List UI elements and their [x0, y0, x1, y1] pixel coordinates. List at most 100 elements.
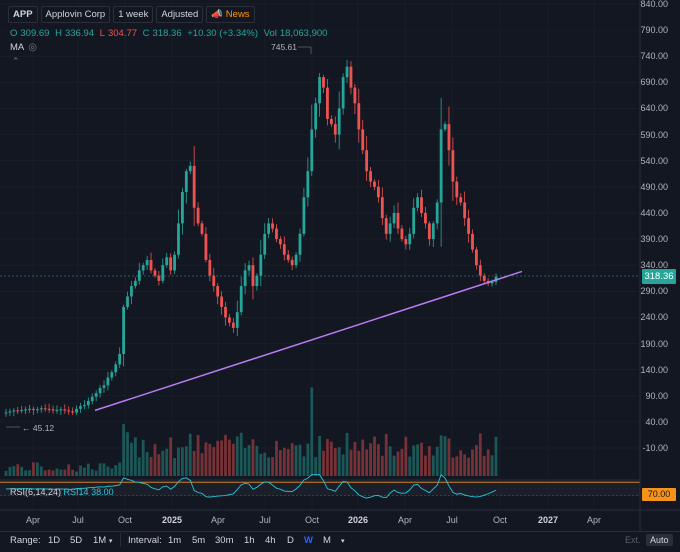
volume-bar [314, 457, 318, 476]
volume-bar [43, 470, 47, 476]
candle-body [43, 408, 47, 410]
volume-bar [8, 466, 12, 476]
volume-bar [341, 454, 345, 476]
price-tick-label: -10.00 [642, 443, 668, 453]
high-marker-label: 745.61 [271, 42, 297, 52]
ext-hours-toggle[interactable]: Ext. [625, 535, 641, 545]
candle-body [435, 202, 439, 224]
price-tick-label: 190.00 [640, 338, 668, 349]
time-tick-label: Oct [492, 515, 508, 525]
candle-body [282, 244, 286, 255]
volume-bar [322, 450, 325, 476]
candle-body [377, 186, 380, 198]
candle-body [153, 270, 157, 276]
volume-bar [239, 432, 243, 476]
eye-slash-icon[interactable]: ◎ [28, 42, 37, 53]
volume-bar [235, 436, 239, 476]
interval-30m-button[interactable]: 30m [215, 535, 234, 546]
interval-button[interactable]: 1 week [113, 6, 154, 23]
chevron-up-icon[interactable]: ⌃ [12, 56, 20, 66]
candle-body [251, 265, 255, 287]
interval-w-button[interactable]: W [304, 535, 313, 546]
adjusted-button[interactable]: Adjusted [156, 6, 204, 23]
range-1m-button[interactable]: 1M ▾ [93, 535, 112, 546]
volume-bar [420, 442, 423, 476]
candle-body [184, 171, 188, 193]
volume-bar [475, 445, 478, 476]
volume-bar [369, 443, 372, 476]
candle-body [55, 409, 59, 411]
volume-bar [326, 438, 329, 476]
interval-5m-button[interactable]: 5m [192, 535, 206, 546]
candle-body [314, 103, 318, 130]
candle-body [263, 233, 267, 255]
auto-scale-button[interactable]: Auto [646, 534, 673, 546]
interval-d-button[interactable]: D [287, 535, 294, 546]
interval-m-button[interactable]: M [323, 535, 331, 546]
volume-bar [243, 447, 247, 476]
candle-body [79, 406, 82, 409]
ma-indicator[interactable]: MA ◎ [10, 42, 37, 53]
time-tick-label: Apr [586, 515, 602, 525]
candle-body [365, 150, 369, 172]
time-tick-label: Oct [117, 515, 133, 525]
candle-body [165, 257, 169, 266]
volume-bar [345, 432, 349, 476]
interval-1m-button[interactable]: 1m [168, 535, 182, 546]
candle-body [306, 171, 310, 198]
ticker-button[interactable]: APP [8, 6, 38, 23]
volume-bar [290, 443, 294, 476]
candlestick-series [4, 60, 498, 417]
candle-body [239, 286, 243, 313]
candle-body [271, 223, 274, 229]
volume-bar [16, 464, 20, 476]
volume-bar [137, 457, 141, 476]
time-tick-label: Jul [72, 515, 84, 525]
price-tick-label: 140.00 [640, 364, 668, 375]
news-button[interactable]: 📣 News [206, 6, 255, 23]
volume-bar [188, 433, 192, 476]
candle-body [361, 129, 365, 151]
volume-bar [212, 447, 216, 476]
candle-body [169, 257, 173, 271]
interval-dropdown-icon[interactable]: ▾ [341, 538, 345, 545]
volume-bar [51, 470, 55, 476]
volume-bar [122, 424, 125, 476]
volume-bar [431, 455, 435, 476]
high-value: 336.94 [64, 28, 95, 39]
price-tick-label: 790.00 [640, 25, 668, 36]
price-tick-label: 740.00 [640, 51, 668, 62]
candle-body [490, 281, 494, 284]
trendline[interactable] [94, 270, 523, 412]
range-1m-label: 1M [93, 535, 107, 546]
volume-bar [32, 462, 35, 476]
candle-body [83, 405, 86, 407]
volume-bar [4, 470, 8, 476]
volume-value: 18,063,900 [279, 28, 328, 39]
interval-4h-button[interactable]: 4h [265, 535, 276, 546]
candle-body [86, 400, 90, 406]
close-value: 318.36 [152, 28, 182, 39]
candle-body [279, 239, 282, 245]
range-5d-button[interactable]: 5D [70, 535, 83, 546]
candle-body [384, 218, 388, 234]
volume-bar [435, 446, 439, 476]
candle-body [71, 411, 75, 413]
company-name[interactable]: Applovin Corp [40, 6, 111, 23]
price-tick-label: 340.00 [640, 260, 668, 271]
volume-bar [412, 445, 416, 476]
rsi-legend[interactable]: RSI(6,14,24) RSI14 38.00 [10, 487, 114, 497]
candle-body [357, 103, 361, 130]
candle-body [157, 275, 161, 281]
candle-body [173, 254, 176, 271]
volume-bar [482, 455, 486, 476]
volume-bar [157, 454, 161, 476]
candle-body [255, 275, 259, 287]
interval-1h-button[interactable]: 1h [244, 535, 255, 546]
range-1d-button[interactable]: 1D [48, 535, 61, 546]
volume-label: Vol [263, 28, 277, 39]
volume-bar [141, 439, 145, 476]
volume-bar [47, 469, 51, 476]
candle-body [400, 228, 404, 240]
